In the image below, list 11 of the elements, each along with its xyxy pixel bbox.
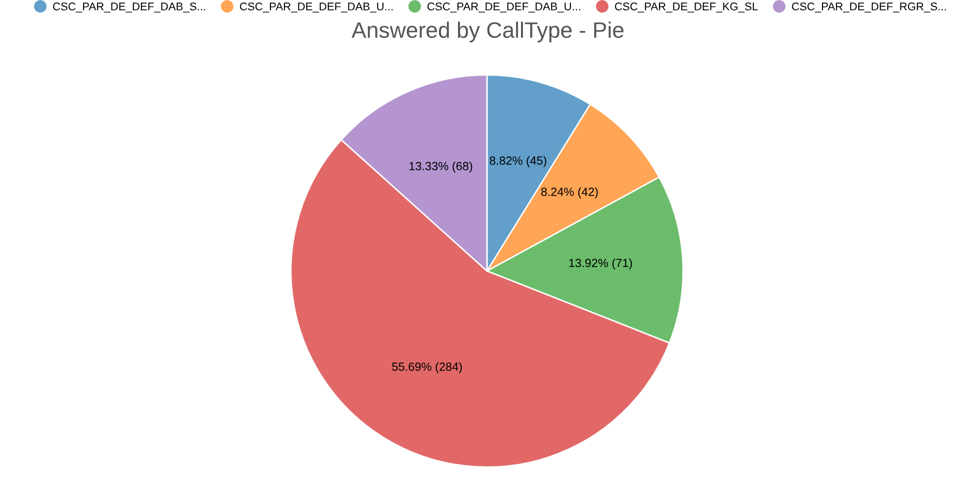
legend-label: CSC_PAR_DE_DEF_DAB_U...	[240, 2, 393, 12]
legend-label: CSC_PAR_DE_DEF_KG_SL	[614, 2, 758, 12]
data-label: 55.69% (284)	[392, 362, 462, 374]
data-label: 8.24% (42)	[541, 187, 598, 198]
legend-label: CSC_PAR_DE_DEF_DAB_S...	[53, 2, 206, 12]
data-label: 13.33% (68)	[409, 162, 472, 173]
legend-label: CSC_PAR_DE_DEF_RGR_S...	[792, 2, 946, 12]
legend-label: CSC_PAR_DE_DEF_DAB_U...	[427, 2, 580, 12]
text: Answered by CallType - Pie	[352, 22, 624, 42]
data-label: 8.82% (45)	[490, 156, 546, 168]
data-label: 13.92% (71)	[569, 258, 632, 270]
